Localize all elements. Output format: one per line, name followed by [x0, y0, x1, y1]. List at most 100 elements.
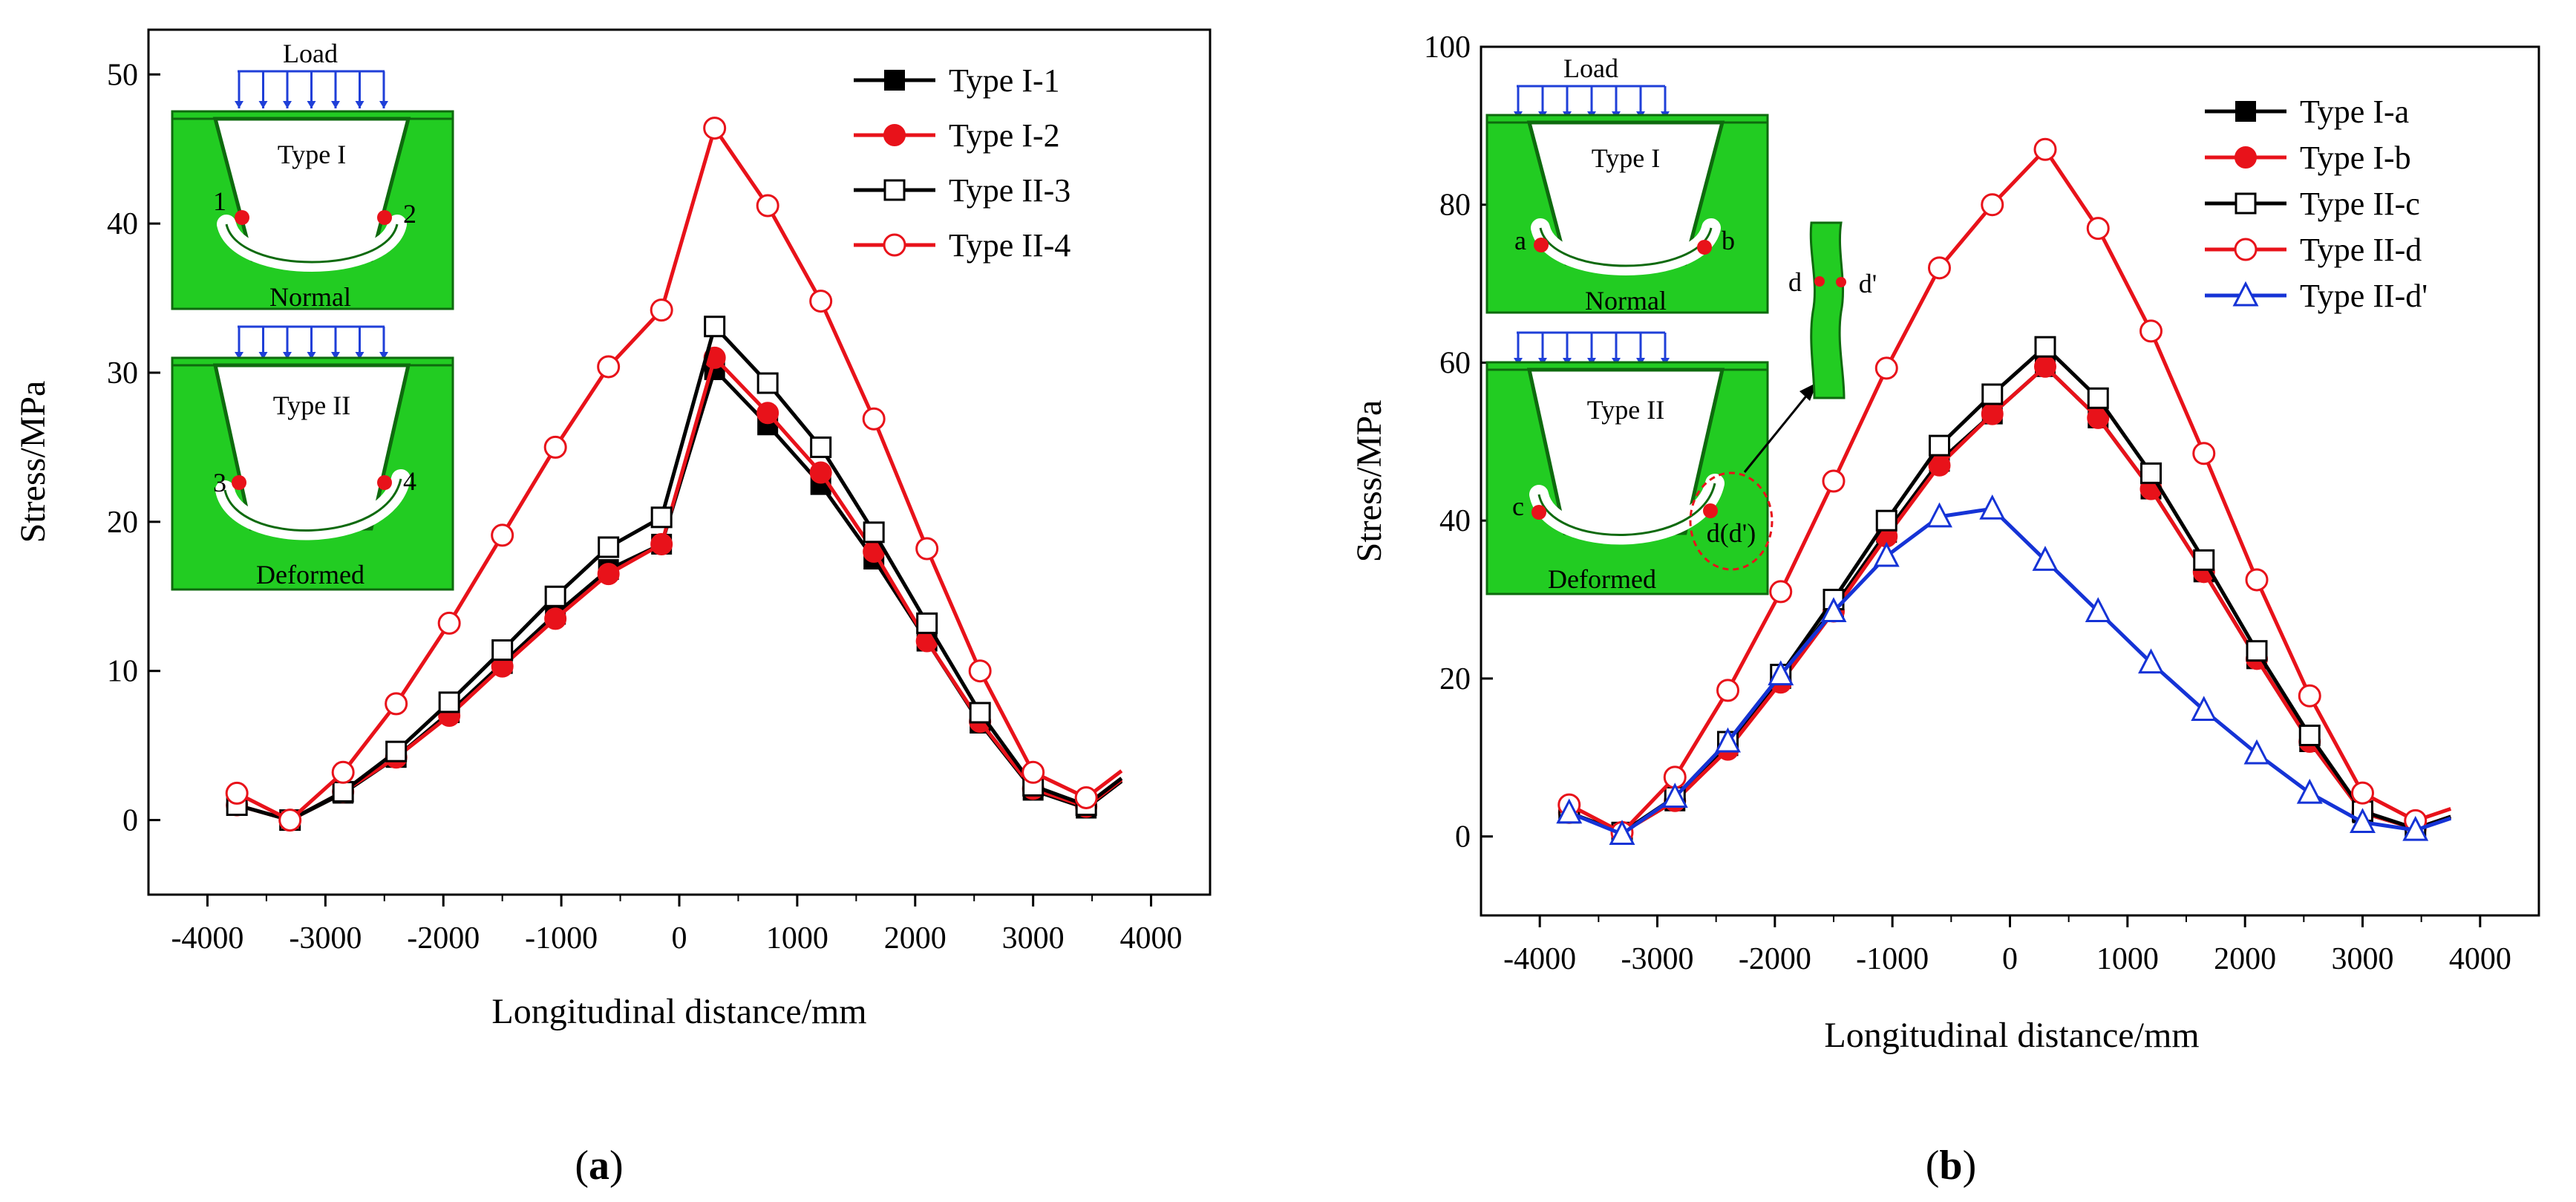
x-tick-label: 4000: [1120, 921, 1183, 956]
x-tick-label: -4000: [1503, 942, 1576, 976]
x-tick-label: 0: [2002, 942, 2018, 976]
legend-item: Type II-d: [2205, 232, 2422, 268]
inset-normal-label-a: Normal: [269, 282, 351, 312]
data-point: [1661, 783, 1688, 808]
legend-label: Type II-4: [949, 227, 1070, 264]
x-tick-label: 0: [672, 921, 687, 956]
data-point: [2034, 336, 2056, 358]
y-axis-title-a: Stress/MPa: [13, 381, 53, 543]
data-point: [1021, 760, 1045, 784]
x-axis-a: -4000 -3000 -2000 -1000 0 1000 2000 3000 4000: [171, 895, 1183, 956]
data-point: [2191, 696, 2217, 721]
inset-point1: 1: [213, 186, 226, 216]
data-point: [1928, 256, 1951, 280]
y-axis-a: 0 10 20 30 40 50: [107, 58, 160, 838]
x-tick-label: 1000: [766, 921, 828, 956]
inset-point-b: b: [1722, 226, 1735, 255]
panel-label-a: (a): [575, 1143, 623, 1189]
zoomed-strip: [1809, 221, 1846, 399]
x-tick-label: -3000: [289, 921, 362, 956]
data-point: [2298, 684, 2321, 708]
data-point: [1715, 727, 1741, 753]
data-point: [2139, 319, 2163, 343]
x-tick-label: -1000: [525, 921, 598, 956]
x-tick-label: 3000: [1002, 921, 1065, 956]
load-arrows-b: Load: [1514, 53, 1670, 119]
inset-type2-label-b: Type II: [1587, 395, 1664, 425]
x-tick-label: -2000: [407, 921, 480, 956]
data-point: [2138, 648, 2164, 674]
data-point: [1929, 434, 1950, 457]
data-point: [544, 585, 566, 607]
data-point: [385, 740, 408, 762]
y-tick-label: 10: [107, 655, 138, 689]
chart-panel-b: 0 20 40 60 80 100 -4000 -3000 -2000 -1000 0 1000 20…: [1350, 30, 2540, 1189]
data-point: [2298, 724, 2321, 746]
y-tick-label: 60: [1439, 346, 1471, 380]
legend-marker: [884, 70, 905, 91]
inset-deformed-label-b: Deformed: [1548, 564, 1656, 594]
load-arrowhead: [331, 352, 340, 359]
data-point: [1074, 785, 1098, 809]
legend-label: Type II-c: [2300, 186, 2420, 222]
data-point: [597, 355, 621, 379]
load-arrows-a: Load: [235, 39, 388, 108]
legend-marker: [883, 124, 906, 146]
x-tick-label: 3000: [2332, 942, 2394, 976]
data-point: [756, 372, 779, 394]
data-point: [1822, 469, 1846, 493]
inset-normal-b: Type I a b Normal: [1485, 114, 1769, 316]
data-point: [2192, 442, 2216, 466]
y-tick-label: 50: [107, 58, 138, 92]
y-tick-label: 20: [1439, 662, 1471, 696]
inset-point-c: c: [1512, 491, 1524, 521]
inset-deformed-label-a: Deformed: [256, 560, 365, 589]
data-point: [2245, 568, 2269, 592]
series-line: [1568, 147, 2452, 834]
data-point: [1981, 193, 2004, 217]
load-arrowhead: [355, 352, 365, 359]
data-point: [385, 692, 408, 716]
data-point: [598, 536, 620, 558]
legend-item: Type II-c: [2205, 186, 2420, 222]
y-tick-label: 0: [122, 804, 138, 838]
data-point: [809, 461, 832, 484]
x-tick-label: -1000: [1856, 942, 1929, 976]
inset-diagram-a: Load Type I 1 2 Normal: [171, 39, 454, 591]
data-point: [756, 402, 779, 425]
load-arrowhead: [258, 352, 268, 359]
zoom-callout: d d': [1743, 221, 1877, 473]
data-point: [2032, 546, 2059, 571]
data-point: [810, 436, 832, 458]
load-arrowhead: [379, 352, 388, 359]
data-point: [863, 521, 885, 543]
inset-point-d: d(d'): [1707, 518, 1756, 548]
x-tick-label: 2000: [2214, 942, 2276, 976]
series-type-ii-d-: [1556, 494, 2452, 845]
x-axis-title-a: Longitudinal distance/mm: [491, 992, 866, 1031]
panel-label-b: (b): [1926, 1143, 1976, 1189]
legend-item: Type I-b: [2205, 140, 2411, 176]
panel-letter-b: b: [1939, 1143, 1962, 1189]
data-point: [543, 435, 567, 459]
data-point: [2246, 640, 2268, 662]
data-point: [1979, 494, 2006, 520]
legend-label: Type I-1: [949, 62, 1060, 99]
legend-marker: [2235, 192, 2257, 215]
legend-label: Type II-d: [2300, 232, 2422, 268]
data-point: [544, 607, 567, 630]
data-point: [1556, 798, 1583, 824]
legend-marker: [2235, 146, 2257, 169]
data-point: [491, 523, 514, 547]
legend-label: Type II-d': [2300, 278, 2428, 314]
legend-item: Type II-3: [854, 172, 1070, 209]
data-point: [968, 659, 992, 683]
data-point: [1820, 597, 1847, 622]
load-arrowhead: [235, 101, 243, 108]
x-tick-label: 1000: [2096, 942, 2159, 976]
data-point: [1875, 509, 1897, 532]
x-tick-label: 2000: [884, 921, 947, 956]
data-point: [1926, 502, 1952, 528]
legend-item: Type II-4: [854, 227, 1070, 264]
